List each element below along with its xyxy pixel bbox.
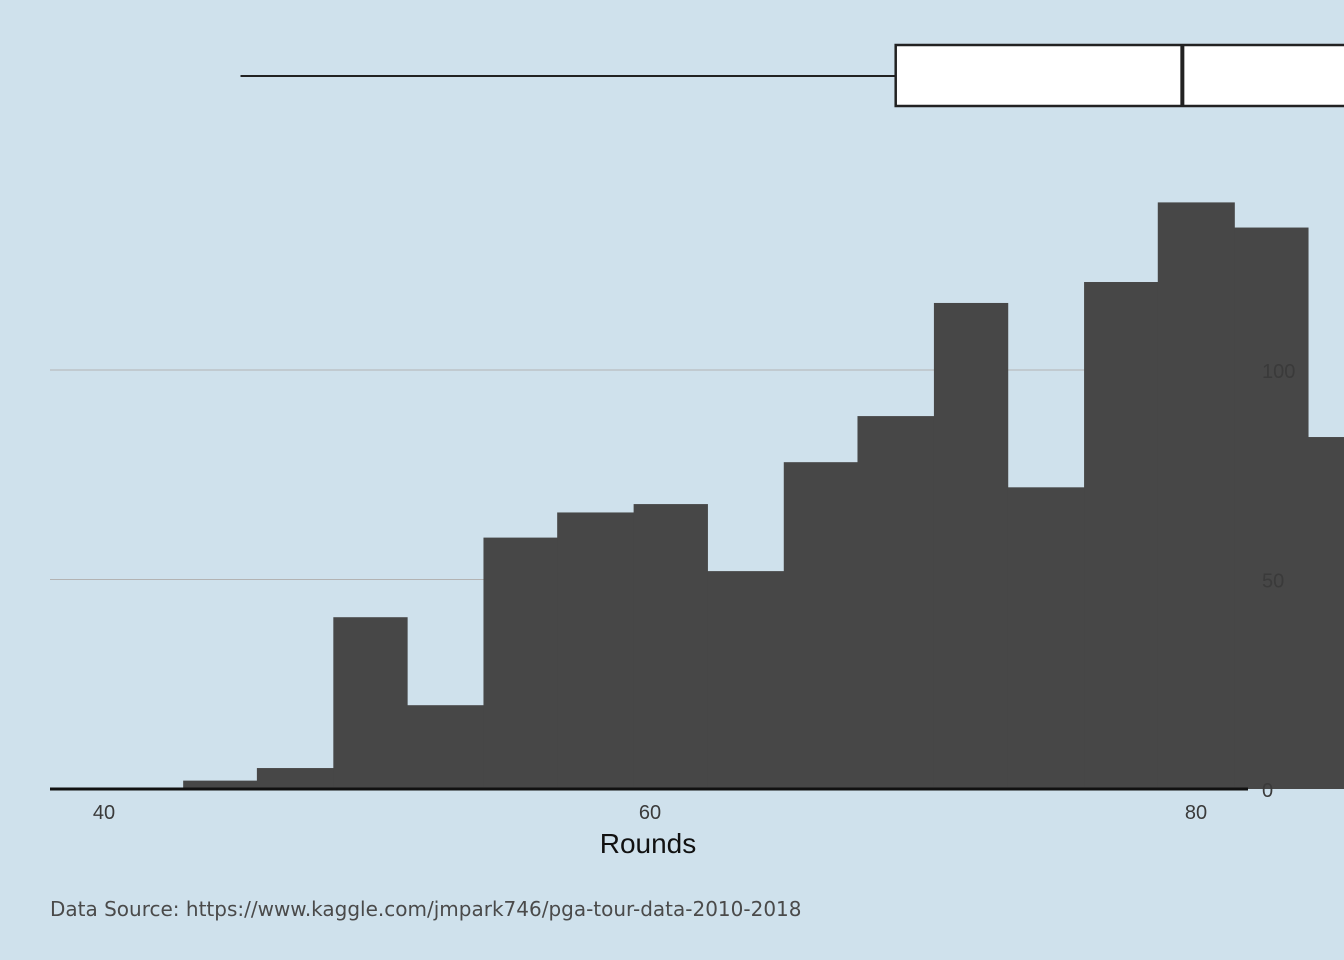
histogram-bar-8 — [783, 462, 859, 789]
x-axis-title: Rounds — [600, 828, 697, 859]
histogram-bar-3 — [407, 705, 485, 789]
y-tick-labels: 0 50 100 — [1262, 361, 1295, 802]
histogram-bar-9 — [857, 416, 935, 789]
histogram-bar-2 — [333, 617, 408, 789]
histogram-bar-12 — [1084, 282, 1159, 789]
y-tick-label-0: 0 — [1262, 780, 1273, 802]
data-source-caption: Data Source: https://www.kaggle.com/jmpa… — [50, 897, 802, 921]
y-tick-label-100: 100 — [1262, 361, 1295, 383]
histogram-bars — [183, 202, 1344, 790]
y-tick-label-50: 50 — [1262, 571, 1284, 593]
histogram-bar-0 — [183, 780, 258, 789]
x-tick-label-60: 60 — [639, 802, 661, 824]
histogram-bar-5 — [557, 512, 635, 789]
histogram-bar-15 — [1307, 437, 1344, 789]
x-tick-labels: 406080100120 — [93, 802, 1207, 824]
histogram-bar-14 — [1234, 227, 1309, 790]
boxplot — [240, 43, 1344, 108]
histogram-bar-10 — [933, 302, 1009, 789]
histogram-bar-6 — [633, 504, 708, 789]
histogram-bar-13 — [1157, 202, 1235, 789]
histogram-bar-4 — [483, 537, 558, 789]
histogram-bar-11 — [1007, 487, 1085, 789]
boxplot-box — [894, 43, 1344, 108]
x-tick-label-80: 80 — [1185, 802, 1207, 824]
histogram-bar-7 — [707, 571, 785, 789]
histogram-bar-1 — [256, 768, 334, 789]
x-tick-label-40: 40 — [93, 802, 115, 824]
